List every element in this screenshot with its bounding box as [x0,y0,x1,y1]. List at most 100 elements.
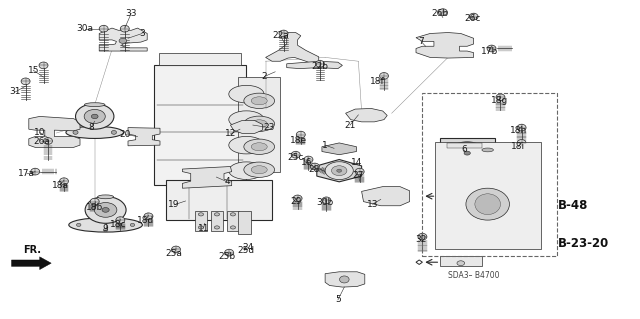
Ellipse shape [325,162,353,180]
Ellipse shape [84,103,105,107]
Ellipse shape [44,138,52,144]
Bar [154,65,246,185]
Ellipse shape [483,160,488,163]
Ellipse shape [517,124,526,131]
Ellipse shape [66,126,124,138]
Ellipse shape [244,162,275,177]
Text: 20: 20 [120,130,131,139]
Ellipse shape [31,168,40,175]
Bar [238,211,251,234]
Text: 18i: 18i [511,142,525,151]
Bar [447,143,482,148]
Text: 7: 7 [419,37,424,46]
Ellipse shape [252,97,268,105]
Ellipse shape [457,261,465,265]
Text: 2: 2 [262,72,267,81]
Text: 5: 5 [335,295,340,304]
Text: 30a: 30a [77,24,93,33]
Bar [195,211,207,231]
Text: 13: 13 [367,200,378,209]
Text: 1: 1 [323,141,328,150]
Text: 14: 14 [351,158,363,167]
Text: 9: 9 [103,224,108,233]
Ellipse shape [418,234,427,240]
Text: 33: 33 [125,9,137,18]
Ellipse shape [225,249,234,256]
Ellipse shape [252,166,268,174]
Ellipse shape [198,213,204,216]
Text: 3: 3 [140,29,145,38]
Ellipse shape [111,130,116,134]
Ellipse shape [293,195,302,202]
Text: 6: 6 [461,145,467,154]
Ellipse shape [229,85,264,103]
Ellipse shape [131,223,135,226]
Ellipse shape [230,226,236,229]
Ellipse shape [230,213,236,216]
Ellipse shape [244,93,275,108]
Text: 25c: 25c [287,153,304,162]
Ellipse shape [487,45,496,52]
Ellipse shape [322,197,331,204]
Ellipse shape [119,38,127,43]
Text: B-48: B-48 [558,199,588,212]
Ellipse shape [279,30,288,37]
Text: 24: 24 [243,243,254,252]
Polygon shape [230,121,262,133]
Polygon shape [99,28,147,51]
Ellipse shape [447,160,452,163]
Text: 17b: 17b [481,47,498,56]
Bar [435,142,541,249]
Text: 29: 29 [290,197,301,206]
Ellipse shape [310,163,319,170]
Text: 18b: 18b [86,203,103,212]
Text: SDA3– B4700: SDA3– B4700 [448,271,499,280]
Text: 23: 23 [263,123,275,132]
Text: 22b: 22b [312,63,328,71]
Text: 21: 21 [344,121,356,130]
Ellipse shape [73,130,78,134]
Ellipse shape [214,213,220,216]
Polygon shape [29,116,80,147]
Ellipse shape [449,142,485,164]
Ellipse shape [252,143,268,151]
Ellipse shape [198,226,204,229]
Text: 28: 28 [308,165,319,174]
Text: 18f: 18f [370,77,385,86]
Ellipse shape [104,228,108,232]
Text: 18d: 18d [138,216,154,225]
Text: 10: 10 [34,128,45,137]
Ellipse shape [380,73,388,79]
Ellipse shape [104,218,108,221]
Ellipse shape [466,188,509,220]
Ellipse shape [102,208,109,212]
Text: 22a: 22a [272,31,289,40]
Text: 12: 12 [225,130,236,138]
Polygon shape [346,108,387,122]
Text: 11: 11 [198,224,209,233]
Ellipse shape [214,226,220,229]
Bar [440,256,482,266]
Ellipse shape [144,213,153,219]
Text: 18e: 18e [291,136,307,145]
Text: 30b: 30b [317,198,333,207]
Ellipse shape [316,61,324,67]
Ellipse shape [99,26,108,32]
Ellipse shape [483,144,488,146]
Ellipse shape [304,156,313,163]
Ellipse shape [252,120,268,128]
Ellipse shape [92,114,98,119]
Bar [440,138,495,168]
Ellipse shape [229,111,264,129]
Polygon shape [287,61,342,69]
Text: 26c: 26c [464,14,481,23]
Ellipse shape [76,104,114,129]
Ellipse shape [475,194,500,215]
Polygon shape [325,272,365,287]
Ellipse shape [291,152,300,158]
Text: 19: 19 [168,200,180,209]
Text: 18h: 18h [510,126,527,135]
Text: 26b: 26b [432,9,449,18]
Text: 17a: 17a [19,169,35,178]
Bar [227,211,239,231]
